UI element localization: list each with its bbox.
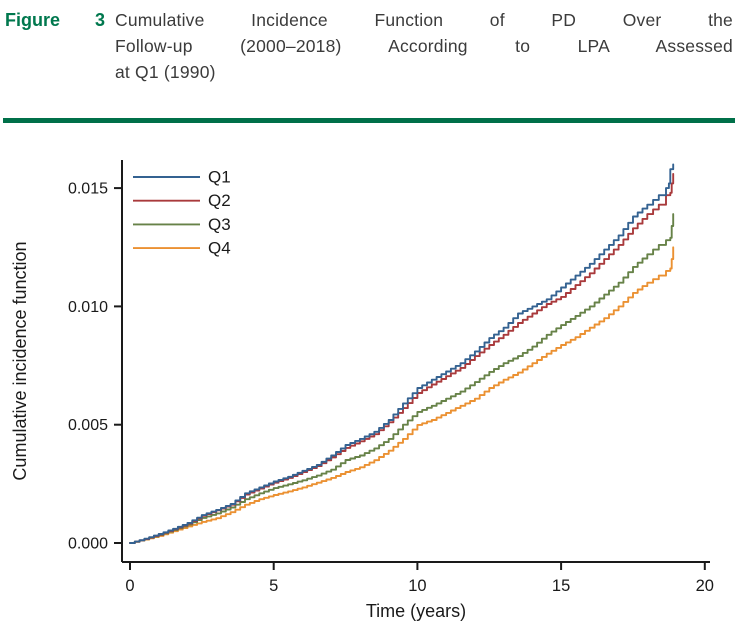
- chart-area: 0.000 0.005 0.010 0.015 0 5 10 15 20 Time (years)…: [0, 140, 738, 627]
- y-tick-label: 0.000: [68, 536, 108, 553]
- series-line-q4: [129, 246, 675, 544]
- legend-label-q3: Q3: [208, 215, 231, 234]
- legend-label-q1: Q1: [208, 168, 231, 187]
- x-axis-title: Time (years): [366, 601, 466, 621]
- figure-header: Figure 3 Cumulative Incidence Function o…: [5, 7, 733, 85]
- y-tick-label: 0.005: [68, 417, 108, 434]
- x-tick-label: 15: [552, 577, 570, 595]
- header-divider-rule: [3, 118, 735, 123]
- x-tick-label: 20: [696, 577, 714, 595]
- y-axis-title: Cumulative incidence function: [10, 241, 30, 480]
- figure-label: Figure 3: [5, 10, 105, 30]
- series-line-q3: [129, 213, 675, 544]
- x-tick-label: 0: [125, 577, 134, 595]
- legend-label-q2: Q2: [208, 191, 231, 210]
- y-tick-label: 0.010: [68, 299, 108, 316]
- figure-title-line-1: Cumulative Incidence Function of PD Over…: [115, 10, 733, 30]
- series-line-q1: [129, 163, 675, 544]
- legend-label-q4: Q4: [208, 239, 231, 258]
- y-tick-label: 0.015: [68, 181, 108, 198]
- figure-title: Cumulative Incidence Function of PD Over…: [115, 7, 733, 85]
- x-tick-label: 10: [408, 577, 426, 595]
- x-tick-label: 5: [269, 577, 278, 595]
- cumulative-incidence-chart: 0.000 0.005 0.010 0.015 0 5 10 15 20 Time (years)…: [10, 160, 714, 621]
- figure-title-line-2: Follow-up (2000–2018) According to LPA A…: [115, 36, 733, 56]
- figure-title-line-3: at Q1 (1990): [115, 62, 216, 82]
